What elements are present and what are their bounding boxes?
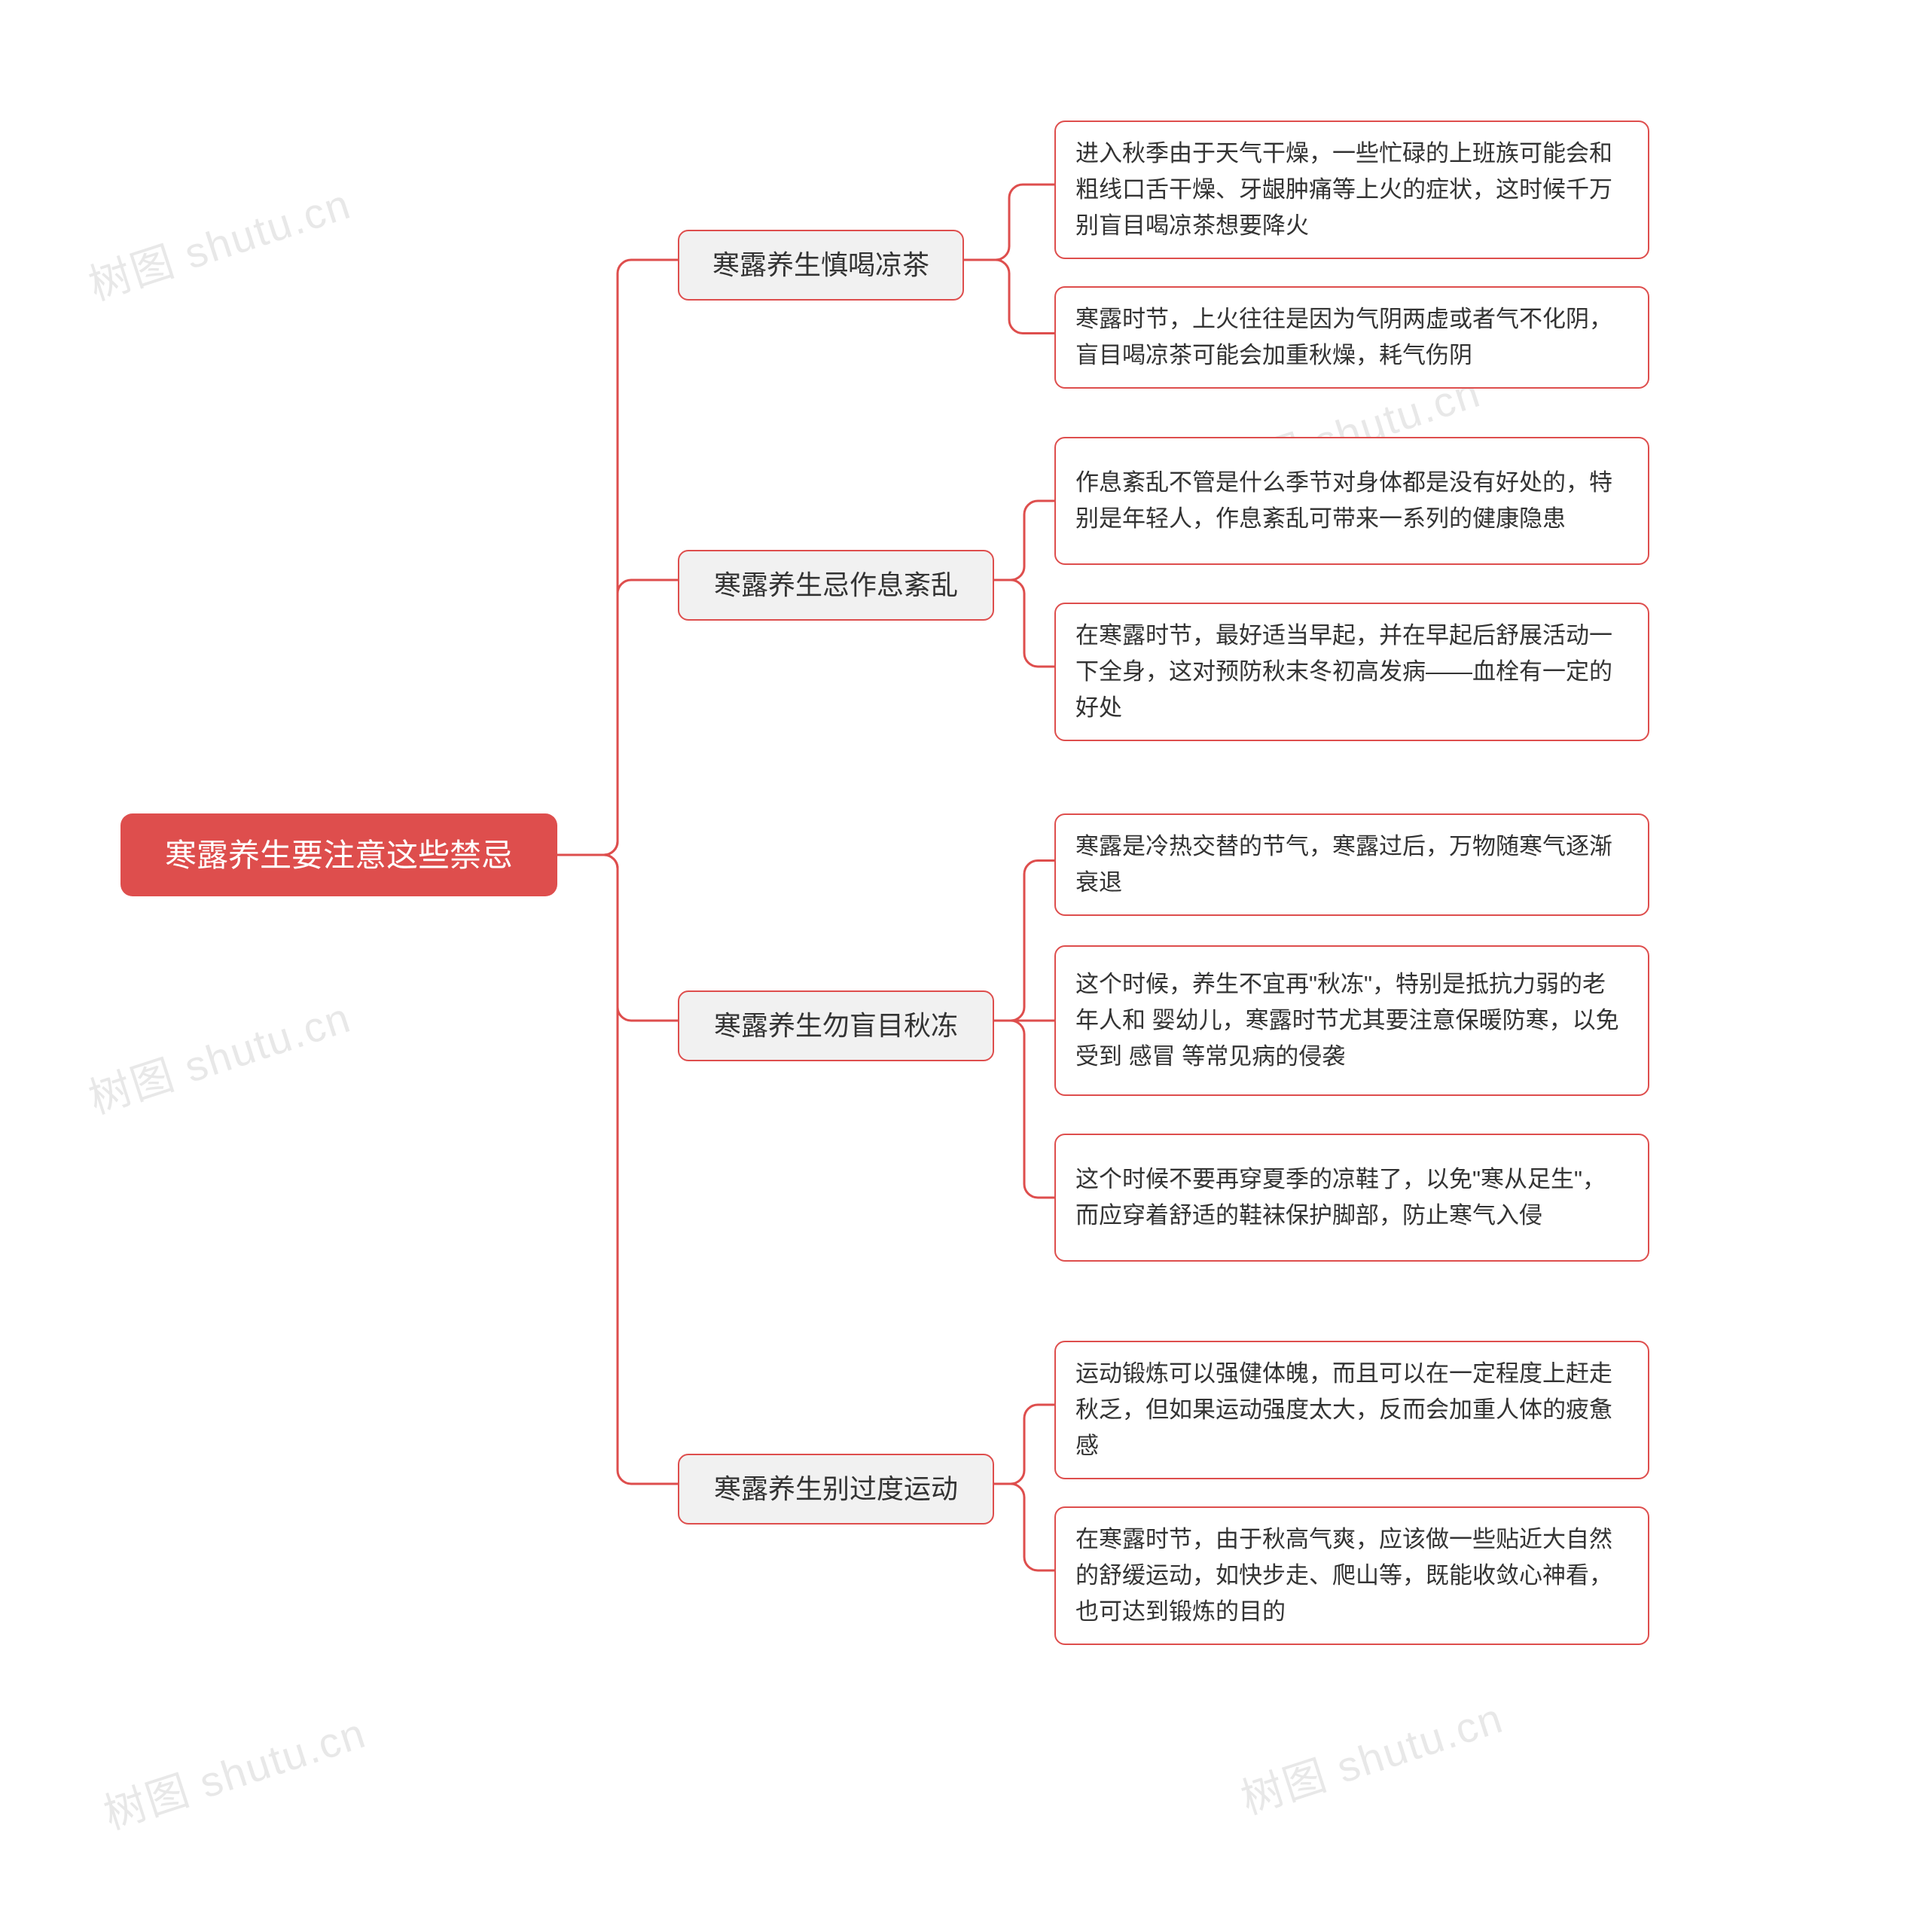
branch-node-b2[interactable]: 寒露养生忌作息紊乱 xyxy=(678,550,994,621)
connector xyxy=(964,185,1054,260)
leaf-node-l4a-label: 运动锻炼可以强健体魄，而且可以在一定程度上赶走秋乏，但如果运动强度太大，反而会加… xyxy=(1075,1356,1628,1464)
leaf-node-l3a[interactable]: 寒露是冷热交替的节气，寒露过后，万物随寒气逐渐衰退 xyxy=(1054,813,1649,916)
leaf-node-l1a-label: 进入秋季由于天气干燥，一些忙碌的上班族可能会和粗线口舌干燥、牙龈肿痛等上火的症状… xyxy=(1075,136,1628,244)
leaf-node-l3c[interactable]: 这个时候不要再穿夏季的凉鞋了，以免"寒从足生"，而应穿着舒适的鞋袜保护脚部，防止… xyxy=(1054,1134,1649,1262)
root-node-label: 寒露养生要注意这些禁忌 xyxy=(165,832,513,879)
branch-node-b1-label: 寒露养生慎喝凉茶 xyxy=(712,245,929,285)
mindmap-container: 寒露养生要注意这些禁忌 寒露养生慎喝凉茶 进入秋季由于天气干燥，一些忙碌的上班族可能… xyxy=(120,60,1853,1868)
leaf-node-l4b[interactable]: 在寒露时节，由于秋高气爽，应该做一些贴近大自然的舒缓运动，如快步走、爬山等，既能… xyxy=(1054,1506,1649,1645)
leaf-node-l3c-label: 这个时候不要再穿夏季的凉鞋了，以免"寒从足生"，而应穿着舒适的鞋袜保护脚部，防止… xyxy=(1075,1161,1628,1234)
branch-node-b3-label: 寒露养生勿盲目秋冻 xyxy=(714,1006,958,1046)
leaf-node-l1b[interactable]: 寒露时节，上火往往是因为气阴两虚或者气不化阴，盲目喝凉茶可能会加重秋燥，耗气伤阴 xyxy=(1054,286,1649,389)
root-node[interactable]: 寒露养生要注意这些禁忌 xyxy=(120,813,557,896)
leaf-node-l4a[interactable]: 运动锻炼可以强健体魄，而且可以在一定程度上赶走秋乏，但如果运动强度太大，反而会加… xyxy=(1054,1341,1649,1479)
connector xyxy=(557,580,678,855)
connector xyxy=(964,260,1054,334)
branch-node-b2-label: 寒露养生忌作息紊乱 xyxy=(714,565,958,606)
branch-node-b3[interactable]: 寒露养生勿盲目秋冻 xyxy=(678,990,994,1061)
leaf-node-l3a-label: 寒露是冷热交替的节气，寒露过后，万物随寒气逐渐衰退 xyxy=(1075,829,1628,901)
branch-node-b4[interactable]: 寒露养生别过度运动 xyxy=(678,1454,994,1525)
connector xyxy=(994,861,1054,1021)
leaf-node-l1a[interactable]: 进入秋季由于天气干燥，一些忙碌的上班族可能会和粗线口舌干燥、牙龈肿痛等上火的症状… xyxy=(1054,121,1649,259)
leaf-node-l2b-label: 在寒露时节，最好适当早起，并在早起后舒展活动一下全身，这对预防秋末冬初高发病——… xyxy=(1075,618,1628,726)
connector xyxy=(994,580,1054,667)
leaf-node-l1b-label: 寒露时节，上火往往是因为气阴两虚或者气不化阴，盲目喝凉茶可能会加重秋燥，耗气伤阴 xyxy=(1075,301,1628,374)
leaf-node-l2a-label: 作息紊乱不管是什么季节对身体都是没有好处的，特别是年轻人，作息紊乱可带来一系列的… xyxy=(1075,465,1628,537)
leaf-node-l2a[interactable]: 作息紊乱不管是什么季节对身体都是没有好处的，特别是年轻人，作息紊乱可带来一系列的… xyxy=(1054,437,1649,565)
connector xyxy=(994,501,1054,580)
connector xyxy=(994,1405,1054,1484)
branch-node-b4-label: 寒露养生别过度运动 xyxy=(714,1469,958,1509)
connector xyxy=(557,855,678,1484)
leaf-node-l3b[interactable]: 这个时候，养生不宜再"秋冻"，特别是抵抗力弱的老年人和 婴幼儿，寒露时节尤其要注… xyxy=(1054,945,1649,1096)
branch-node-b1[interactable]: 寒露养生慎喝凉茶 xyxy=(678,230,964,301)
connector xyxy=(994,1021,1054,1198)
leaf-node-l4b-label: 在寒露时节，由于秋高气爽，应该做一些贴近大自然的舒缓运动，如快步走、爬山等，既能… xyxy=(1075,1521,1628,1630)
leaf-node-l2b[interactable]: 在寒露时节，最好适当早起，并在早起后舒展活动一下全身，这对预防秋末冬初高发病——… xyxy=(1054,603,1649,741)
connector xyxy=(994,1484,1054,1570)
leaf-node-l3b-label: 这个时候，养生不宜再"秋冻"，特别是抵抗力弱的老年人和 婴幼儿，寒露时节尤其要注… xyxy=(1075,966,1628,1075)
